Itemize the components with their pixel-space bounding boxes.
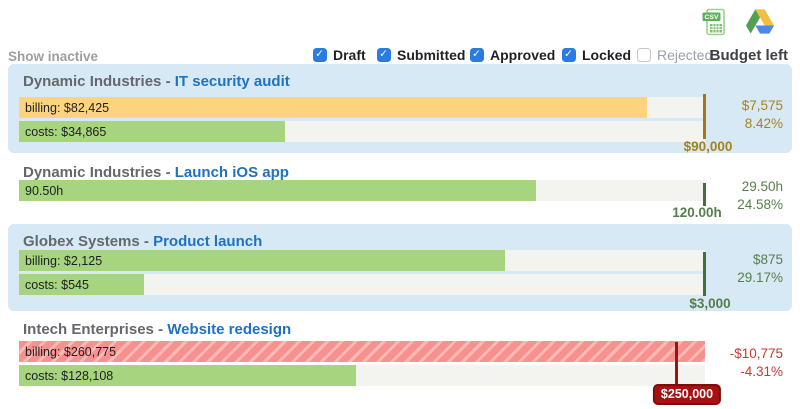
budget-left-values: $875 29.17%: [737, 251, 783, 286]
google-drive-icon[interactable]: [746, 9, 774, 37]
costs-bar-label: costs: $128,108: [25, 368, 114, 383]
budget-marker: [703, 183, 706, 206]
remaining-amount: $875: [752, 252, 783, 267]
checkbox-icon[interactable]: [377, 48, 391, 62]
remaining-percent: 29.17%: [737, 269, 783, 285]
costs-bar-label: costs: $34,865: [25, 124, 107, 139]
remaining-percent: -4.31%: [740, 363, 783, 379]
remaining-amount: 29.50h: [741, 179, 783, 194]
costs-row: costs: $34,865: [19, 121, 705, 142]
project-title: Globex Systems - Product launch: [23, 233, 262, 250]
project-company: Dynamic Industries: [23, 164, 162, 181]
project-section: Globex Systems - Product launch billing:…: [8, 224, 792, 311]
filter-draft[interactable]: Draft: [313, 47, 366, 63]
project-company: Intech Enterprises: [23, 321, 154, 338]
budget-left-column-header: Budget left: [709, 47, 788, 64]
project-link[interactable]: Website redesign: [167, 321, 292, 338]
filter-rejected[interactable]: Rejected: [637, 47, 712, 63]
filter-label: Submitted: [397, 47, 466, 63]
csv-export-icon[interactable]: CSV: [700, 8, 728, 36]
budget-total-badge: $250,000: [652, 384, 722, 405]
budget-track: 90.50h: [19, 180, 706, 206]
title-separator: -: [165, 73, 171, 90]
billing-bar-label: billing: $2,125: [25, 253, 103, 268]
filter-label: Locked: [582, 47, 632, 63]
billing-bar: billing: $2,125: [19, 250, 505, 271]
filter-label: Draft: [333, 47, 366, 63]
billing-bar-label: billing: $260,775: [25, 344, 117, 359]
billing-bar-label: billing: $82,425: [25, 100, 110, 115]
filter-label: Rejected: [657, 47, 713, 63]
project-link[interactable]: IT security audit: [174, 73, 290, 90]
remaining-percent: 24.58%: [737, 196, 783, 212]
budget-track: billing: $2,125 costs: $545: [19, 250, 706, 298]
budget-total: $3,000: [689, 296, 731, 311]
project-section: Dynamic Industries - Launch iOS app 90.5…: [8, 153, 792, 224]
show-inactive-toggle[interactable]: Show inactive: [8, 49, 99, 64]
project-title: Dynamic Industries - Launch iOS app: [23, 164, 289, 181]
hours-bar: 90.50h: [19, 180, 537, 201]
costs-row: costs: $545: [19, 274, 705, 295]
filter-submitted[interactable]: Submitted: [377, 47, 465, 63]
project-section: Dynamic Industries - IT security audit b…: [8, 64, 792, 154]
checkbox-icon[interactable]: [470, 48, 484, 62]
project-title: Intech Enterprises - Website redesign: [23, 321, 291, 338]
checkbox-icon[interactable]: [637, 48, 651, 62]
billing-bar-overbudget: billing: $260,775: [19, 341, 705, 362]
budget-marker: [674, 342, 678, 386]
remaining-percent: 8.42%: [744, 115, 783, 131]
billing-row: billing: $2,125: [19, 250, 705, 271]
svg-text:CSV: CSV: [705, 14, 719, 21]
title-separator: -: [143, 233, 149, 250]
hours-row: 90.50h: [19, 180, 705, 201]
budget-track: billing: $260,775 costs: $128,108: [19, 341, 705, 389]
budget-total: $90,000: [683, 139, 733, 154]
project-company: Globex Systems: [23, 233, 140, 250]
project-company: Dynamic Industries: [23, 73, 162, 90]
billing-row: billing: $260,775: [19, 341, 705, 362]
filter-approved[interactable]: Approved: [470, 47, 555, 63]
project-link[interactable]: Launch iOS app: [174, 164, 289, 181]
budget-left-values: $7,575 8.42%: [742, 97, 783, 132]
budget-track: billing: $82,425 costs: $34,865: [19, 94, 706, 145]
costs-bar: costs: $545: [19, 274, 144, 295]
budget-marker: [703, 252, 706, 296]
remaining-amount: -$10,775: [729, 346, 783, 361]
title-separator: -: [165, 164, 171, 181]
costs-bar: costs: $128,108: [19, 365, 357, 386]
project-link[interactable]: Product launch: [153, 233, 263, 250]
filter-label: Approved: [490, 47, 556, 63]
costs-bar: costs: $34,865: [19, 121, 285, 142]
budget-left-values: -$10,775 -4.31%: [730, 345, 783, 380]
costs-row: costs: $128,108: [19, 365, 705, 386]
budget-total: 120.00h: [672, 205, 722, 220]
budget-marker: [703, 94, 706, 139]
project-section: Intech Enterprises - Website redesign bi…: [8, 311, 792, 409]
checkbox-icon[interactable]: [313, 48, 327, 62]
costs-bar-label: costs: $545: [25, 277, 89, 292]
project-title: Dynamic Industries - IT security audit: [23, 73, 290, 90]
billing-row: billing: $82,425: [19, 97, 705, 118]
remaining-amount: $7,575: [741, 98, 783, 113]
hours-bar-label: 90.50h: [25, 183, 64, 198]
title-separator: -: [158, 321, 164, 338]
checkbox-icon[interactable]: [562, 48, 576, 62]
billing-bar: billing: $82,425: [19, 97, 648, 118]
budget-left-values: 29.50h 24.58%: [737, 178, 783, 213]
filter-locked[interactable]: Locked: [562, 47, 631, 63]
